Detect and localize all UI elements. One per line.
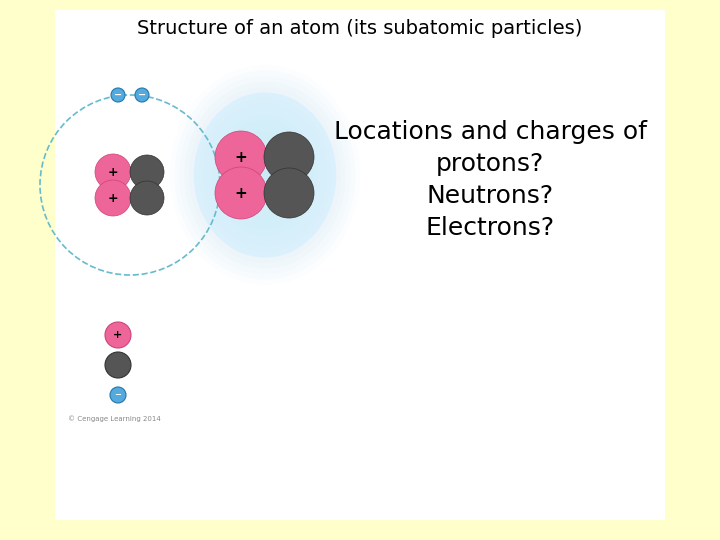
Circle shape xyxy=(105,352,131,378)
Circle shape xyxy=(95,180,131,216)
Bar xyxy=(55,10,665,520)
Text: −: − xyxy=(114,390,122,400)
Circle shape xyxy=(215,167,267,219)
Circle shape xyxy=(130,181,164,215)
Text: Neutrons?: Neutrons? xyxy=(426,184,554,208)
Text: protons?: protons? xyxy=(436,152,544,176)
Circle shape xyxy=(95,154,131,190)
Circle shape xyxy=(105,322,131,348)
Circle shape xyxy=(110,387,126,403)
Text: +: + xyxy=(108,165,118,179)
Circle shape xyxy=(111,88,125,102)
Text: +: + xyxy=(108,192,118,205)
Circle shape xyxy=(264,132,314,182)
Circle shape xyxy=(130,155,164,189)
Text: +: + xyxy=(113,330,122,340)
Text: © Cengage Learning 2014: © Cengage Learning 2014 xyxy=(68,415,161,422)
Ellipse shape xyxy=(194,92,336,258)
Text: −: − xyxy=(138,90,146,100)
Text: Locations and charges of: Locations and charges of xyxy=(333,120,647,144)
Text: Electrons?: Electrons? xyxy=(426,216,554,240)
Circle shape xyxy=(264,168,314,218)
Circle shape xyxy=(215,131,267,183)
Text: +: + xyxy=(235,186,248,200)
Circle shape xyxy=(135,88,149,102)
Text: −: − xyxy=(114,90,122,100)
Text: +: + xyxy=(235,150,248,165)
Text: Structure of an atom (its subatomic particles): Structure of an atom (its subatomic part… xyxy=(138,18,582,37)
